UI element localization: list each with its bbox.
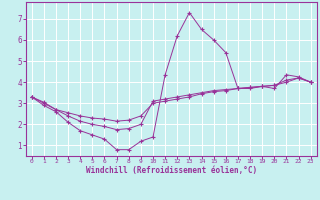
X-axis label: Windchill (Refroidissement éolien,°C): Windchill (Refroidissement éolien,°C): [86, 166, 257, 175]
